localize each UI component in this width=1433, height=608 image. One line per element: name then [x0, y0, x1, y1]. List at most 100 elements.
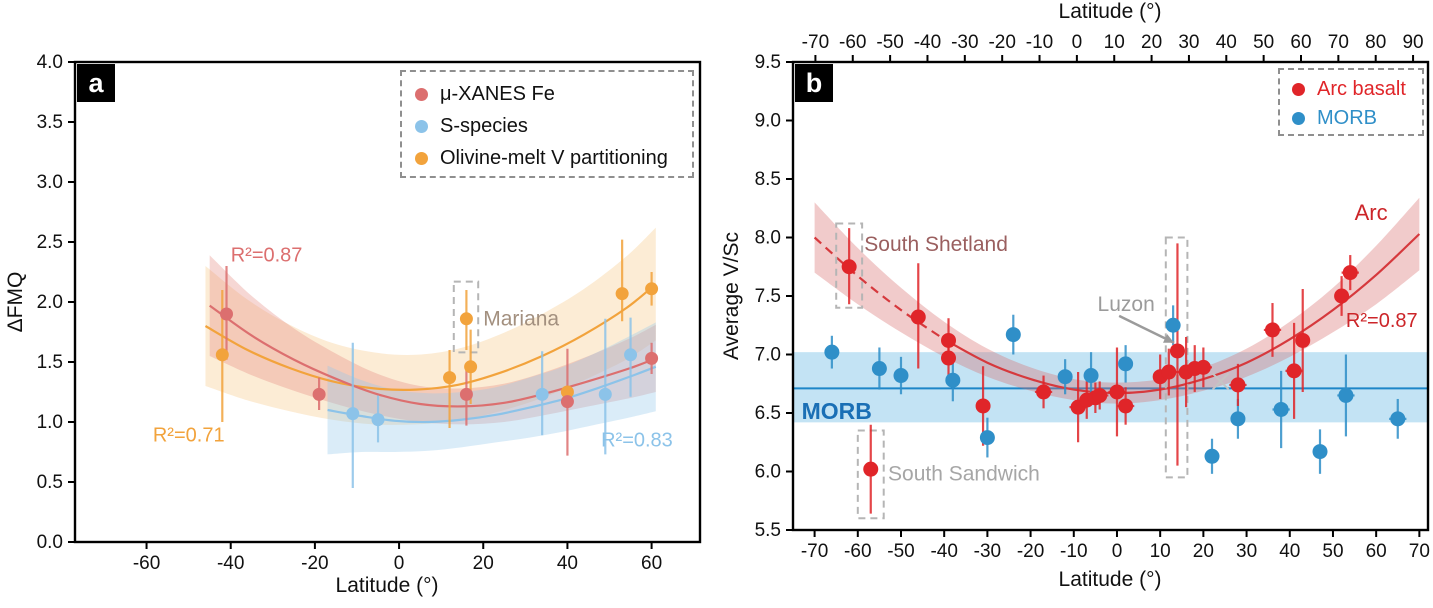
x-tick-label: -40	[930, 541, 957, 562]
data-point	[312, 387, 326, 401]
data-point	[1334, 288, 1350, 304]
y-tick-label: 0.0	[37, 532, 63, 553]
data-point	[1195, 359, 1211, 375]
x-tick-label: 20	[1193, 541, 1214, 562]
x-tick-top-label: 80	[1365, 32, 1386, 53]
x-tick-label: -30	[974, 541, 1001, 562]
y-tick-label: 9.5	[755, 52, 781, 73]
data-point	[1005, 327, 1021, 343]
data-point	[1312, 444, 1328, 460]
data-point	[598, 387, 612, 401]
data-point	[893, 368, 909, 384]
legend-item: MORB	[1292, 104, 1422, 133]
x-tick-label: 0	[394, 553, 405, 574]
data-point	[1161, 364, 1177, 380]
x-tick-label: -60	[133, 553, 160, 574]
x-tick-label: -60	[844, 541, 871, 562]
y-tick-label: 8.0	[755, 228, 781, 249]
data-point	[215, 348, 229, 362]
x-tick-label: 60	[641, 553, 662, 574]
y-tick-label: 9.0	[755, 111, 781, 132]
legend-item-label: Olivine-melt V partitioning	[440, 146, 668, 169]
data-point	[1092, 387, 1108, 403]
y-tick-label: 7.0	[755, 345, 781, 366]
annotation: South Shetland	[864, 233, 1008, 256]
data-point	[1230, 411, 1246, 427]
data-point	[1273, 401, 1289, 417]
x-tick-top-label: 70	[1328, 32, 1349, 53]
x-tick-label: -10	[1060, 541, 1087, 562]
annotation: R²=0.87	[1346, 310, 1418, 332]
x-tick-top-label: -60	[839, 32, 866, 53]
panel-a-chart: R²=0.87 R²=0.71 R²=0.83 Mariana -60 -40 -20 0 20…	[4, 52, 702, 597]
data-point	[1036, 384, 1052, 400]
x-tick-top-label: 0	[1072, 32, 1083, 53]
y-axis-title: ΔFMQ	[4, 272, 27, 333]
annotation: Luzon	[1098, 293, 1155, 316]
x-tick-label: 60	[1366, 541, 1387, 562]
data-point	[945, 372, 961, 388]
x-tick-top-label: 50	[1253, 32, 1274, 53]
y-tick-label: 6.0	[755, 462, 781, 483]
data-point	[979, 430, 995, 446]
data-point	[535, 387, 549, 401]
data-point	[941, 350, 957, 366]
x-tick-label: -20	[1017, 541, 1044, 562]
data-point	[645, 351, 659, 365]
data-point	[220, 307, 234, 321]
data-point	[1083, 368, 1099, 384]
panel-b-badge: b	[795, 64, 833, 102]
legend-item: μ-XANES Fe	[415, 78, 692, 110]
legend-item: Arc basalt	[1292, 75, 1422, 104]
x-tick-label: 40	[1279, 541, 1300, 562]
data-point	[1204, 448, 1220, 464]
y-tick-label: 3.5	[37, 112, 63, 133]
x-tick-top-label: -40	[914, 32, 941, 53]
legend-item: Olivine-melt V partitioning	[415, 142, 692, 174]
panel-a: R²=0.87 R²=0.71 R²=0.83 Mariana -60 -40 -20 0 20…	[0, 0, 716, 608]
y-tick-label: 5.5	[755, 520, 781, 541]
data-point	[1057, 369, 1073, 385]
y-tick-label: 1.0	[37, 412, 63, 433]
x-tick-top-label: 20	[1141, 32, 1162, 53]
x-tick-label: -40	[217, 553, 244, 574]
panel-a-legend: μ-XANES Fe S-species Olivine-melt V partit…	[400, 70, 694, 178]
x-tick-top-label: 40	[1216, 32, 1237, 53]
y-tick-label: 2.5	[37, 232, 63, 253]
data-point	[841, 259, 857, 275]
y-tick-label: 8.5	[755, 169, 781, 190]
legend-marker-icon	[415, 119, 428, 133]
data-point	[863, 461, 879, 477]
x-tick-top-label: -30	[951, 32, 978, 53]
fit-curve	[209, 304, 657, 408]
confidence-band	[209, 255, 656, 425]
legend-item-label: MORB	[1317, 107, 1377, 129]
data-point	[1118, 356, 1134, 372]
fit-curve-dashed	[813, 236, 945, 341]
data-point	[1264, 322, 1280, 338]
y-tick-label: 1.5	[37, 352, 63, 373]
legend-marker-icon	[415, 151, 428, 165]
x-tick-label: -70	[801, 541, 828, 562]
y-tick-label: 0.5	[37, 472, 63, 493]
data-point	[871, 361, 887, 377]
x-tick-label: 70	[1409, 541, 1430, 562]
data-point	[824, 344, 840, 360]
x-tick-top-label: 90	[1402, 32, 1423, 53]
panel-a-badge: a	[77, 64, 115, 102]
data-point	[1390, 411, 1406, 427]
highlight-box	[452, 280, 480, 354]
x-axis-title: Latitude (°)	[336, 574, 439, 597]
y-tick-label: 3.0	[37, 172, 63, 193]
data-point	[346, 407, 360, 421]
x-tick-top-label: 60	[1290, 32, 1311, 53]
x-tick-label: -50	[887, 541, 914, 562]
legend-marker-icon	[1292, 83, 1305, 96]
annotation: South Sandwich	[888, 463, 1040, 486]
x-tick-label: 30	[1236, 541, 1257, 562]
data-point	[459, 387, 473, 401]
x-tick-label: 20	[473, 553, 494, 574]
fit-curve	[943, 233, 1421, 395]
x-tick-top-label: -70	[802, 32, 829, 53]
legend-item-label: Arc basalt	[1317, 78, 1406, 100]
